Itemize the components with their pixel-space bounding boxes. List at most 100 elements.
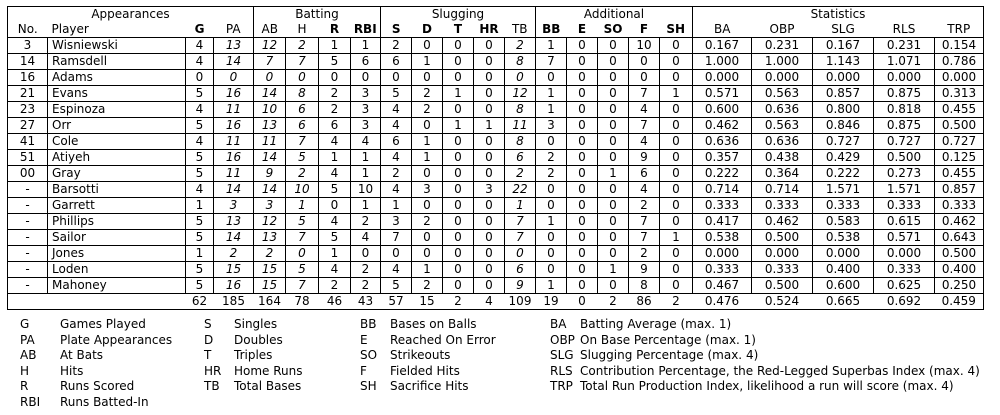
cell-slg: 0.000 — [812, 245, 874, 262]
legend-column: BA Batting Average (max. 1) OBP On Base Per… — [550, 317, 980, 395]
cell-ba: 0.538 — [692, 229, 752, 246]
cell-r: 4 — [318, 165, 351, 182]
player-row: - Jones 1 2 2 0 1 0 0 0 0 0 0 0 0 0 2 0 0.000 0.000 0.000 0.0… — [7, 245, 984, 262]
total-obp: 0.524 — [764, 294, 800, 308]
total-g: 62 — [191, 294, 208, 308]
cell-h: 6 — [285, 117, 319, 134]
cell-rls: 0.625 — [873, 277, 935, 294]
cell-t: 0 — [442, 101, 474, 118]
cell-trp: 0.462 — [934, 213, 984, 230]
legend-abbr: PA — [20, 332, 35, 347]
col-header-g: G — [194, 22, 205, 36]
col-header-t: T — [453, 22, 463, 36]
cell-ab: 14 — [253, 181, 286, 198]
cell-bb: 0 — [535, 133, 567, 150]
cell-h: 5 — [285, 213, 319, 230]
cell-bb: 0 — [535, 181, 567, 198]
cell-trp: 0.313 — [934, 85, 984, 102]
cell-slg: 0.857 — [812, 85, 874, 102]
total-tb: 109 — [508, 294, 532, 308]
cell-ba: 0.333 — [692, 197, 752, 214]
cell-rbi: 3 — [350, 85, 381, 102]
cell-e: 0 — [566, 181, 598, 198]
col-header-ab: AB — [253, 22, 286, 38]
cell-s: 4 — [380, 117, 412, 134]
legend-desc: Home Runs — [234, 363, 303, 378]
cell-hr: 1 — [473, 117, 505, 134]
cell-r: 5 — [318, 181, 351, 198]
cell-r: 1 — [318, 149, 351, 166]
cell-s: 6 — [380, 133, 412, 150]
cell-bb: 2 — [535, 149, 567, 166]
group-header-slugging: Slugging — [380, 6, 536, 22]
cell-hr: 3 — [473, 181, 505, 198]
cell-rls: 1.571 — [873, 181, 935, 198]
cell-d: 0 — [411, 245, 443, 262]
cell-bb: 7 — [535, 53, 567, 70]
cell-ab: 12 — [253, 213, 286, 230]
legend-item: HR Home Runs — [204, 364, 303, 380]
cell-rbi: 2 — [350, 213, 381, 230]
cell-slg: 0.333 — [812, 197, 874, 214]
cell-f: 6 — [628, 165, 660, 182]
cell-g: 4 — [185, 37, 214, 54]
cell-trp: 0.400 — [934, 261, 984, 278]
legend-item: PA Plate Appearances — [20, 333, 172, 349]
cell-player: Wisniewski — [47, 37, 186, 54]
cell-t: 0 — [442, 213, 474, 230]
cell-ab: 14 — [253, 149, 286, 166]
cell-rbi: 0 — [350, 245, 381, 262]
cell-so: 0 — [597, 277, 629, 294]
legend-desc: Batting Average (max. 1) — [580, 317, 732, 331]
player-row: 51 Atiyeh 5 16 14 5 1 1 4 1 0 0 6 2 0 0 9 0 0.357 0.438 0.42… — [7, 149, 984, 166]
cell-tb: 7 — [504, 229, 536, 246]
col-header-d: D — [422, 22, 432, 36]
cell-t: 0 — [442, 229, 474, 246]
cell-h: 0 — [285, 69, 319, 86]
cell-f: 9 — [628, 261, 660, 278]
legend-item: R Runs Scored — [20, 379, 172, 395]
cell-slg: 0.800 — [812, 101, 874, 118]
cell-ba: 0.167 — [692, 37, 752, 54]
legend-desc: Contribution Percentage, the Red-Legged … — [580, 363, 980, 378]
cell-t: 0 — [442, 133, 474, 150]
cell-r: 2 — [318, 277, 351, 294]
cell-e: 0 — [566, 133, 598, 150]
legend-desc: Runs Scored — [60, 379, 135, 393]
legend-column: G Games Played PA Plate Appearances AB At Bat… — [20, 317, 172, 410]
cell-slg: 0.846 — [812, 117, 874, 134]
cell-so: 1 — [597, 165, 629, 182]
cell-tb: 2 — [504, 165, 536, 182]
cell-ba: 0.000 — [692, 69, 752, 86]
cell-obp: 0.636 — [751, 133, 813, 150]
cell-d: 1 — [411, 149, 443, 166]
legend-desc: Plate Appearances — [60, 332, 173, 347]
cell-pa: 16 — [213, 85, 254, 102]
cell-slg: 0.727 — [812, 133, 874, 150]
cell-hr: 0 — [473, 229, 505, 246]
cell-e: 0 — [566, 69, 598, 86]
cell-slg: 0.000 — [812, 69, 874, 86]
total-bb: 19 — [543, 294, 559, 308]
cell-trp: 0.500 — [934, 245, 984, 262]
cell-pa: 14 — [213, 53, 254, 70]
cell-player: Espinoza — [47, 101, 186, 118]
cell-slg: 0.167 — [812, 37, 874, 54]
cell-e: 0 — [566, 197, 598, 214]
cell-ba: 0.462 — [692, 117, 752, 134]
table-body: 3 Wisniewski 4 13 12 2 1 1 2 0 0 0 2 1 0 0 10 0 0.167 0.231… — [7, 37, 984, 310]
col-header-f: F — [639, 22, 649, 36]
cell-ba: 0.636 — [692, 133, 752, 150]
col-header-bb: BB — [535, 22, 567, 38]
legend-abbr: BA — [550, 317, 567, 331]
cell-hr: 0 — [473, 69, 505, 86]
cell-t: 0 — [442, 277, 474, 294]
col-header-so: SO — [603, 22, 623, 36]
cell-trp: 0.643 — [934, 229, 984, 246]
legend-abbr: F — [360, 363, 367, 378]
cell-g: 5 — [185, 117, 214, 134]
cell-so: 0 — [597, 85, 629, 102]
cell-h: 8 — [285, 85, 319, 102]
col-header-r: R — [329, 22, 340, 36]
